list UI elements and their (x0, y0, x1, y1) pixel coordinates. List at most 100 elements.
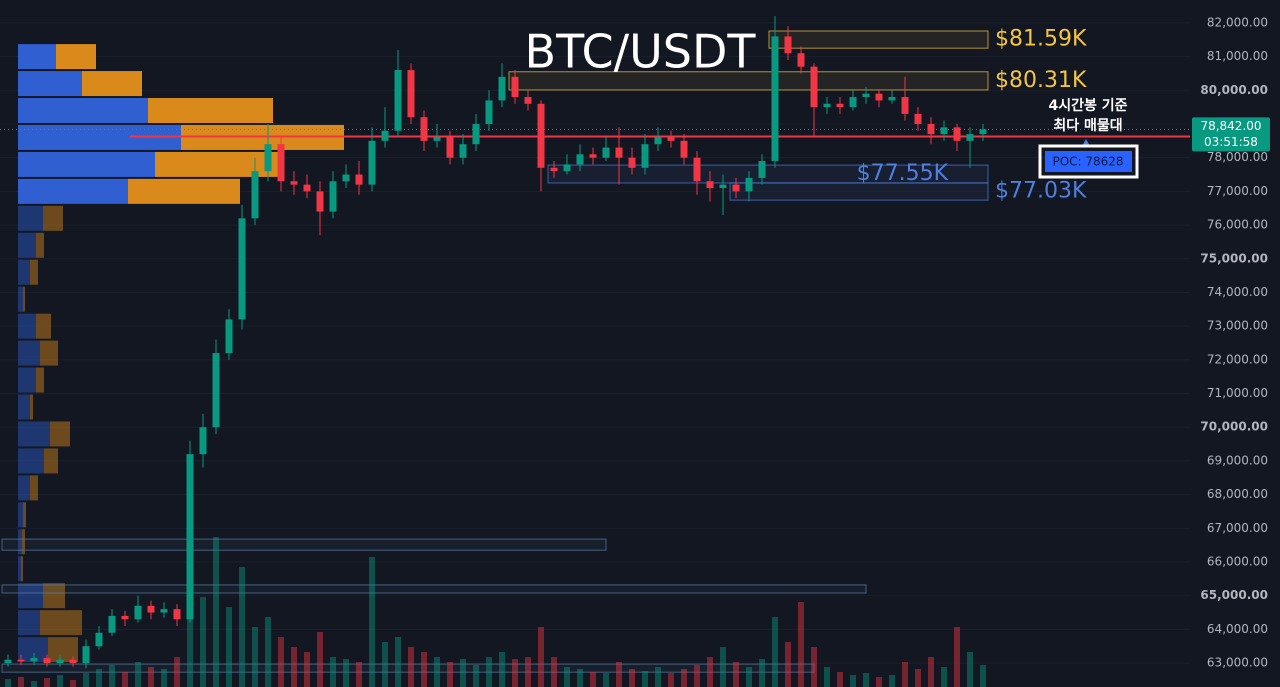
volume-bar (174, 657, 180, 687)
candle-body (472, 123, 480, 145)
profile-sell (36, 232, 44, 258)
volume-bar (122, 672, 128, 687)
volume-bar (681, 669, 687, 687)
volume-bar (863, 673, 869, 687)
volume-bar (473, 665, 479, 687)
volume-bar (213, 537, 219, 687)
volume-bar (720, 647, 726, 687)
volume-bar (798, 602, 804, 687)
candle-body (927, 123, 935, 135)
profile-sell (36, 313, 51, 339)
volume-bar (954, 627, 960, 687)
profile-sell (40, 610, 82, 636)
candle-body (823, 103, 831, 108)
poc-note: 최다 매물대 (1053, 118, 1122, 134)
volume-bar (408, 647, 414, 687)
y-tick-label: 70,000.00 (1200, 420, 1268, 434)
profile-buy (18, 421, 50, 447)
candle-body (186, 454, 194, 620)
candle-body (485, 100, 493, 124)
profile-sell (30, 394, 33, 420)
y-tick-label: 73,000.00 (1207, 319, 1268, 333)
y-tick-label: 72,000.00 (1207, 352, 1268, 366)
profile-buy (18, 232, 36, 258)
candle-body (30, 658, 38, 662)
candle-body (82, 646, 90, 664)
volume-bar (655, 667, 661, 687)
candle-body (368, 140, 376, 185)
profile-buy (18, 44, 56, 70)
countdown: 03:51:58 (1204, 135, 1258, 149)
y-tick-label: 64,000.00 (1207, 622, 1268, 636)
volume-bar (382, 642, 388, 687)
candle-body (329, 181, 337, 212)
candle-body (433, 137, 441, 141)
candle-body (95, 632, 103, 647)
profile-sell (30, 475, 38, 501)
candle-body (225, 319, 233, 354)
profile-buy (18, 71, 82, 97)
y-tick-label: 80,000.00 (1200, 83, 1268, 97)
volume-bar (161, 669, 167, 687)
candle-body (576, 154, 584, 165)
volume-bar (902, 662, 908, 687)
candle-body (693, 157, 701, 182)
profile-sell (23, 502, 26, 528)
candle-body (238, 218, 246, 320)
candle-body (303, 184, 311, 192)
volume-bar (57, 675, 63, 687)
candle-body (134, 605, 142, 620)
candle-body (407, 70, 415, 118)
volume-bar (148, 667, 154, 687)
volume-bar (746, 667, 752, 687)
volume-bar (928, 657, 934, 687)
profile-sell (155, 151, 283, 177)
candle-body (615, 147, 623, 158)
volume-bar (330, 657, 336, 687)
y-tick-label: 66,000.00 (1207, 554, 1268, 568)
candle-body (69, 659, 77, 664)
profile-buy (18, 151, 155, 177)
candle-body (121, 615, 129, 620)
price-zone (1, 538, 607, 551)
y-tick-label: 82,000.00 (1207, 15, 1268, 29)
volume-bar (44, 678, 50, 687)
y-tick-label: 63,000.00 (1207, 656, 1268, 670)
volume-bar (551, 657, 557, 687)
y-tick-label: 75,000.00 (1200, 251, 1268, 265)
candle-body (979, 129, 987, 135)
candle-body (758, 161, 766, 178)
volume-bar (811, 647, 817, 687)
price-zone (508, 71, 989, 91)
candle-body (745, 177, 753, 192)
candle-body (550, 167, 558, 172)
profile-buy (18, 475, 30, 501)
volume-bar (83, 673, 89, 687)
volume-bar (980, 665, 986, 687)
volume-bar (499, 652, 505, 687)
y-tick-label: 74,000.00 (1207, 285, 1268, 299)
candle-body (810, 66, 818, 108)
chart-title: BTC/USDT (525, 25, 757, 79)
volume-bar (252, 627, 258, 687)
volume-bar (31, 681, 37, 687)
volume-bar (785, 642, 791, 687)
volume-bar (265, 617, 271, 687)
volume-bar (876, 677, 882, 687)
volume-bar (304, 652, 310, 687)
profile-sell (82, 71, 142, 97)
candle-body (108, 615, 116, 633)
profile-buy (18, 286, 23, 312)
volume-bar (291, 647, 297, 687)
profile-sell (30, 259, 38, 285)
profile-buy (18, 610, 40, 636)
last-price-tag (1192, 117, 1270, 152)
price-zone (768, 30, 989, 49)
volume-bar (447, 662, 453, 687)
candle-body (706, 181, 714, 189)
volume-bar (889, 675, 895, 687)
candle-body (641, 144, 649, 168)
profile-buy (18, 313, 36, 339)
y-tick-label: 77,000.00 (1207, 184, 1268, 198)
